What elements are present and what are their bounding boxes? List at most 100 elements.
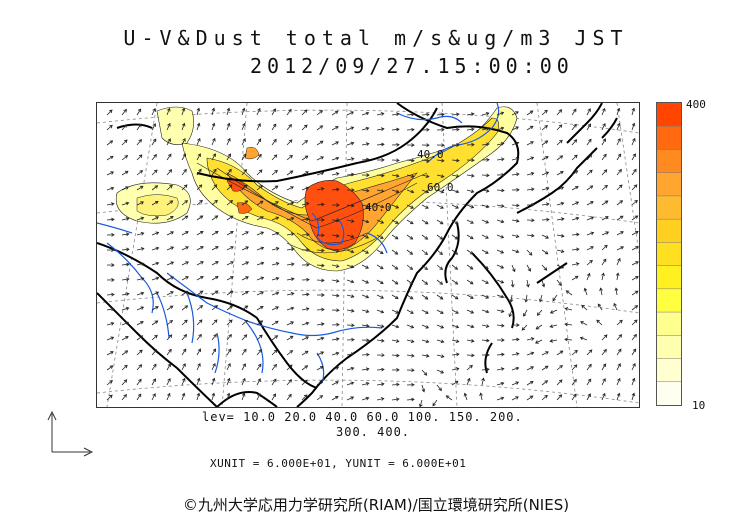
wind-arrow	[256, 334, 263, 341]
wind-arrowhead	[411, 353, 415, 358]
wind-arrow	[541, 125, 548, 131]
wind-arrowhead	[125, 186, 129, 190]
wind-arrowhead	[289, 170, 294, 174]
wind-arrowhead	[588, 138, 592, 143]
wind-arrowhead	[575, 262, 580, 266]
wind-arrowhead	[500, 265, 505, 269]
wind-arrow	[526, 338, 534, 341]
wind-arrow	[481, 339, 490, 342]
wind-arrow	[316, 351, 324, 356]
wind-arrowhead	[381, 173, 385, 178]
wind-arrowhead	[199, 305, 204, 309]
wind-arrow	[361, 112, 369, 116]
wind-arrowhead	[560, 233, 565, 238]
wind-arrowhead	[454, 236, 459, 240]
wind-arrowhead	[319, 110, 323, 114]
wind-arrow	[451, 309, 459, 314]
wind-arrow	[181, 138, 186, 146]
wind-arrow	[241, 363, 246, 371]
wind-arrowhead	[155, 231, 160, 236]
wind-arrowhead	[170, 261, 175, 265]
wind-arrowhead	[455, 367, 460, 371]
wind-arrowhead	[500, 234, 505, 239]
wind-arrow	[301, 336, 309, 341]
wind-arrowhead	[303, 109, 308, 113]
wind-arrow	[361, 127, 369, 131]
wind-arrow	[121, 394, 127, 401]
wind-arrowhead	[182, 348, 187, 353]
wind-arrowhead	[425, 205, 429, 209]
wind-arrow	[481, 128, 489, 131]
wind-arrow	[181, 261, 189, 266]
wind-arrowhead	[394, 251, 399, 255]
wind-arrow	[181, 231, 189, 236]
wind-arrow	[451, 324, 459, 328]
wind-arrowhead	[617, 257, 621, 262]
wind-arrow	[256, 200, 264, 206]
wind-arrowhead	[228, 334, 232, 338]
wind-arrow	[271, 277, 279, 281]
colorbar-swatch	[657, 265, 681, 290]
wind-arrow	[136, 201, 144, 206]
wind-arrowhead	[289, 335, 294, 340]
wind-arrowhead	[521, 327, 526, 331]
wind-arrow	[151, 320, 158, 326]
wind-arrowhead	[471, 353, 475, 358]
wind-arrow	[376, 174, 385, 177]
wind-arrowhead	[140, 262, 145, 266]
wind-arrowhead	[350, 396, 355, 400]
wind-arrowhead	[575, 216, 580, 221]
wind-arrow	[226, 378, 230, 386]
wind-arrow	[376, 143, 385, 146]
wind-arrowhead	[244, 305, 249, 309]
wind-arrow	[421, 234, 428, 240]
wind-arrowhead	[394, 281, 399, 285]
wind-arrowhead	[411, 158, 415, 163]
map-timestamp: 2012/09/27.15:00:00	[250, 54, 574, 78]
wind-arrow	[346, 396, 354, 401]
wind-arrowhead	[336, 308, 340, 313]
wind-arrowhead	[485, 295, 490, 299]
wind-arrowhead	[425, 189, 430, 194]
wind-arrow	[556, 394, 562, 401]
wind-arrowhead	[471, 158, 475, 163]
wind-arrow	[301, 394, 308, 401]
wind-arrowhead	[454, 380, 459, 385]
wind-arrowhead	[305, 307, 310, 311]
wind-arrowhead	[306, 277, 310, 282]
wind-arrow	[511, 219, 519, 222]
wind-arrow	[616, 200, 623, 206]
wind-arrow	[361, 368, 369, 371]
wind-arrow	[406, 234, 413, 240]
wind-arrow	[271, 139, 277, 146]
wind-arrowhead	[152, 123, 156, 127]
wind-arrowhead	[530, 380, 534, 385]
wind-arrow	[211, 123, 215, 131]
wind-arrowhead	[424, 220, 429, 225]
wind-arrow	[241, 200, 248, 206]
wind-arrowhead	[545, 186, 550, 191]
wind-arrowhead	[590, 216, 595, 220]
wind-arrowhead	[515, 126, 519, 130]
wind-arrowhead	[290, 186, 294, 190]
wind-arrowhead	[215, 230, 219, 235]
wind-arrowhead	[469, 266, 474, 270]
wind-arrow	[166, 261, 174, 266]
wind-arrowhead	[320, 365, 324, 370]
wind-arrowhead	[321, 233, 325, 238]
wind-arrow	[226, 200, 233, 206]
wind-arrow	[121, 170, 129, 176]
wind-arrowhead	[260, 231, 265, 235]
wind-arrowhead	[350, 366, 355, 371]
wind-arrowhead	[185, 231, 189, 235]
wind-arrow	[466, 113, 474, 116]
wind-arrowhead	[380, 250, 384, 255]
wind-arrowhead	[320, 336, 325, 341]
wind-arrowhead	[510, 284, 515, 288]
wind-arrowhead	[320, 322, 325, 327]
wind-arrowhead	[257, 138, 262, 143]
wind-arrowhead	[589, 259, 593, 264]
wind-arrow	[211, 276, 219, 281]
wind-arrowhead	[335, 172, 340, 176]
wind-arrowhead	[454, 281, 459, 285]
